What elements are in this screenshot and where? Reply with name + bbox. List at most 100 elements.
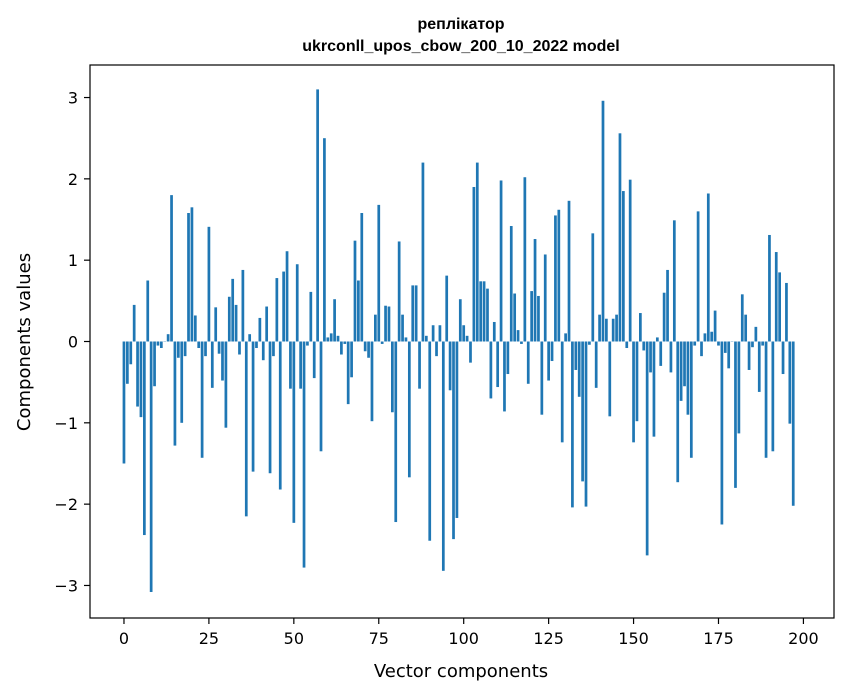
- x-tick-label: 125: [533, 629, 564, 648]
- bar-195: [785, 282, 788, 342]
- bar-50: [292, 341, 296, 523]
- bar-175: [717, 341, 720, 346]
- bar-89: [424, 335, 428, 342]
- bar-65: [343, 341, 347, 344]
- bar-158: [659, 341, 663, 366]
- bar-104: [475, 162, 479, 342]
- bar-186: [754, 326, 758, 342]
- bar-20: [190, 207, 194, 342]
- x-tick-label: 200: [788, 629, 819, 648]
- bar-165: [683, 341, 686, 387]
- bar-196: [788, 341, 792, 424]
- bar-56: [312, 341, 316, 379]
- bar-114: [509, 226, 513, 342]
- bar-58: [319, 341, 323, 452]
- bar-76: [380, 341, 384, 344]
- bar-172: [706, 193, 710, 342]
- bar-147: [622, 191, 625, 342]
- x-tick-label: 50: [284, 629, 304, 648]
- bar-140: [598, 314, 601, 342]
- x-tick-label: 150: [618, 629, 649, 648]
- bar-160: [666, 269, 669, 342]
- bar-30: [224, 341, 228, 428]
- bar-95: [445, 275, 449, 342]
- bar-80: [394, 341, 398, 523]
- bar-16: [176, 341, 180, 358]
- y-tick-label: −1: [54, 414, 78, 433]
- bar-19: [187, 213, 190, 342]
- bar-68: [353, 240, 357, 342]
- bar-42: [265, 306, 269, 342]
- bar-21: [193, 315, 197, 342]
- bar-36: [244, 341, 248, 517]
- bar-15: [173, 341, 177, 446]
- bar-99: [458, 299, 462, 342]
- bar-156: [652, 341, 656, 437]
- bar-127: [554, 215, 557, 342]
- bar-1: [126, 341, 129, 384]
- bar-192: [774, 252, 778, 342]
- bar-182: [740, 294, 744, 342]
- bar-96: [448, 341, 452, 391]
- bar-163: [676, 341, 680, 483]
- bar-121: [533, 239, 537, 342]
- bar-177: [723, 341, 727, 353]
- bar-64: [340, 341, 343, 355]
- bar-18: [183, 341, 187, 357]
- bar-81: [397, 241, 401, 342]
- bar-132: [571, 341, 574, 508]
- x-axis-ticks: 0 25 50 75 100 125 150 175 200: [119, 618, 819, 648]
- bar-57: [316, 89, 319, 342]
- bar-44: [272, 341, 275, 357]
- bar-73: [370, 341, 374, 422]
- bar-183: [744, 314, 748, 342]
- bar-144: [611, 318, 615, 342]
- bar-7: [146, 280, 150, 342]
- y-axis-ticks: −3 −2 −1 0 1 2 3: [54, 89, 90, 595]
- bar-149: [628, 179, 632, 342]
- bar-48: [285, 251, 289, 342]
- bar-14: [170, 195, 173, 342]
- bar-112: [503, 341, 506, 412]
- bar-100: [462, 325, 466, 342]
- x-tick-label: 100: [448, 629, 479, 648]
- bar-148: [625, 341, 629, 349]
- bar-103: [472, 186, 476, 342]
- bar-86: [414, 285, 418, 342]
- bar-90: [428, 341, 432, 541]
- bar-109: [492, 321, 496, 342]
- bar-83: [404, 337, 408, 342]
- bar-93: [438, 325, 442, 342]
- bar-67: [350, 341, 353, 378]
- bar-133: [574, 341, 578, 370]
- bar-74: [374, 314, 377, 342]
- bar-181: [737, 341, 741, 434]
- bar-106: [482, 281, 486, 342]
- bar-151: [635, 341, 639, 422]
- bar-145: [615, 314, 618, 342]
- bar-71: [363, 341, 367, 352]
- bar-69: [357, 280, 360, 342]
- bar-38: [251, 341, 255, 472]
- bar-63: [336, 335, 340, 342]
- bar-180: [734, 341, 737, 488]
- bar-189: [764, 341, 768, 458]
- y-tick-label: 1: [68, 251, 78, 270]
- bar-17: [180, 341, 184, 423]
- x-tick-label: 0: [119, 629, 129, 648]
- bars-group: [122, 89, 795, 592]
- bar-113: [506, 341, 510, 375]
- bar-131: [567, 200, 571, 342]
- bar-22: [197, 341, 201, 349]
- x-tick-label: 25: [199, 629, 219, 648]
- bar-153: [642, 341, 646, 351]
- bar-46: [278, 341, 282, 490]
- bar-33: [234, 304, 238, 342]
- bar-108: [489, 341, 493, 399]
- bar-197: [791, 341, 795, 506]
- bar-87: [418, 341, 421, 389]
- bar-82: [401, 314, 404, 342]
- bar-54: [306, 341, 309, 346]
- bar-51: [295, 264, 299, 342]
